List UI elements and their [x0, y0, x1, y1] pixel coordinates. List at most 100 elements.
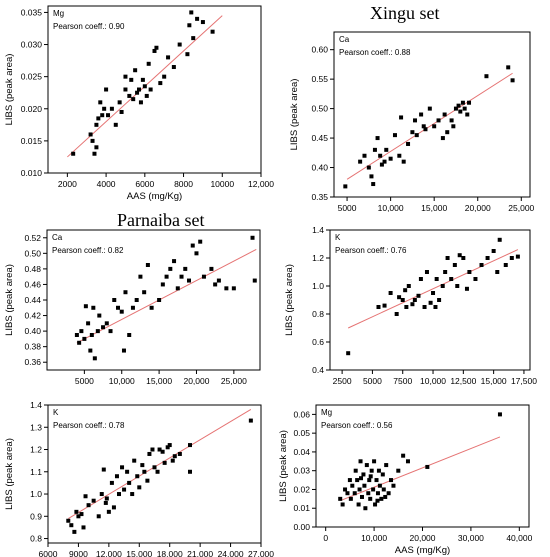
data-point [135, 474, 140, 479]
data-point [394, 312, 399, 316]
data-point [252, 278, 257, 283]
data-point [191, 36, 196, 41]
x-tick-label: 5000 [363, 376, 382, 386]
data-point [425, 464, 430, 469]
data-point [442, 112, 447, 117]
data-point [94, 145, 99, 150]
data-point [250, 235, 255, 240]
data-point [465, 112, 470, 117]
data-point [368, 496, 373, 501]
pearson-coefficient-label: Pearson coeff.: 0.82 [52, 246, 124, 255]
y-tick-label: 0.50 [24, 248, 41, 258]
data-point [131, 97, 136, 102]
data-point [74, 333, 79, 337]
data-point [437, 298, 442, 302]
data-point [491, 249, 496, 253]
y-tick-label: 1.0 [30, 489, 42, 499]
plot-frame [333, 31, 531, 198]
data-point [165, 445, 170, 450]
data-point [138, 274, 143, 279]
data-point [405, 459, 410, 464]
x-tick-label: 6000 [39, 549, 58, 557]
data-point [104, 496, 109, 501]
pearson-coefficient-label: Pearson coeff.: 0.88 [339, 48, 411, 57]
data-point [120, 465, 125, 470]
y-tick-label: 0.00 [293, 522, 310, 532]
y-tick-label: 0.025 [21, 72, 43, 82]
x-tick-label: 5000 [75, 376, 94, 386]
data-point [403, 288, 408, 293]
data-point [152, 48, 157, 53]
x-tick-label: 6000 [135, 179, 154, 189]
data-point [188, 469, 192, 474]
data-point [152, 465, 157, 470]
x-tick-label: 25,000 [221, 376, 247, 386]
regression-line [68, 409, 252, 519]
data-point [96, 116, 101, 121]
data-point [137, 87, 142, 92]
data-point [509, 256, 514, 260]
data-point [148, 87, 153, 92]
data-point [121, 348, 126, 353]
x-tick-label: 20,000 [465, 203, 491, 213]
data-point [401, 453, 406, 458]
data-point [160, 449, 165, 454]
data-point [379, 162, 384, 167]
data-point [381, 487, 386, 492]
data-point [389, 478, 394, 483]
data-point [167, 443, 172, 448]
data-point [401, 159, 406, 164]
x-tick-label: 17,500 [511, 376, 537, 386]
data-point [434, 277, 439, 281]
data-point [132, 458, 137, 463]
x-tick-label: 15,000 [481, 376, 507, 386]
data-point [377, 483, 382, 488]
data-point [406, 141, 411, 146]
data-point [114, 474, 119, 479]
data-point [81, 525, 86, 530]
data-point [164, 274, 169, 279]
data-point [108, 329, 113, 334]
data-point [69, 523, 74, 528]
regression-line [340, 436, 501, 502]
data-point [104, 321, 109, 326]
data-point [162, 74, 167, 79]
data-point [461, 256, 466, 260]
data-point [397, 295, 402, 300]
y-tick-label: 1.3 [30, 422, 42, 432]
y-tick-label: 0.015 [21, 136, 43, 146]
data-point [346, 351, 351, 356]
data-point [388, 156, 393, 161]
data-point [404, 305, 409, 309]
x-axis-label: AAS (mg/Kg) [395, 545, 450, 556]
data-point [137, 485, 142, 490]
data-point [375, 498, 380, 503]
data-point [91, 305, 96, 310]
pearson-coefficient-label: Pearson coeff.: 0.78 [53, 421, 125, 430]
data-point [355, 478, 360, 483]
chart-panel-3: 5000 10,000 15,000 20,000 25,000 0.36 0.38 0.40… [4, 229, 261, 386]
x-tick-label: 10,000 [109, 376, 135, 386]
data-point [506, 65, 511, 70]
data-point [399, 115, 404, 120]
data-point [103, 500, 108, 505]
x-tick-label: 15,000 [146, 376, 172, 386]
data-point [384, 147, 389, 152]
data-point [422, 305, 427, 309]
x-tick-label: 5000 [338, 203, 357, 213]
data-point [427, 106, 432, 111]
y-tick-label: 0.45 [311, 133, 328, 143]
data-point [195, 16, 200, 21]
data-point [413, 118, 418, 123]
data-point [127, 333, 132, 337]
y-tick-label: 0.05 [293, 428, 310, 438]
data-point [209, 266, 214, 271]
data-point [424, 270, 429, 274]
y-tick-label: 0.03 [293, 466, 310, 476]
element-label: Ca [339, 35, 350, 44]
y-tick-label: 0.38 [24, 342, 41, 352]
data-point [92, 151, 97, 156]
data-point [92, 356, 97, 361]
data-point [345, 491, 350, 496]
y-tick-label: 0.50 [311, 104, 328, 114]
